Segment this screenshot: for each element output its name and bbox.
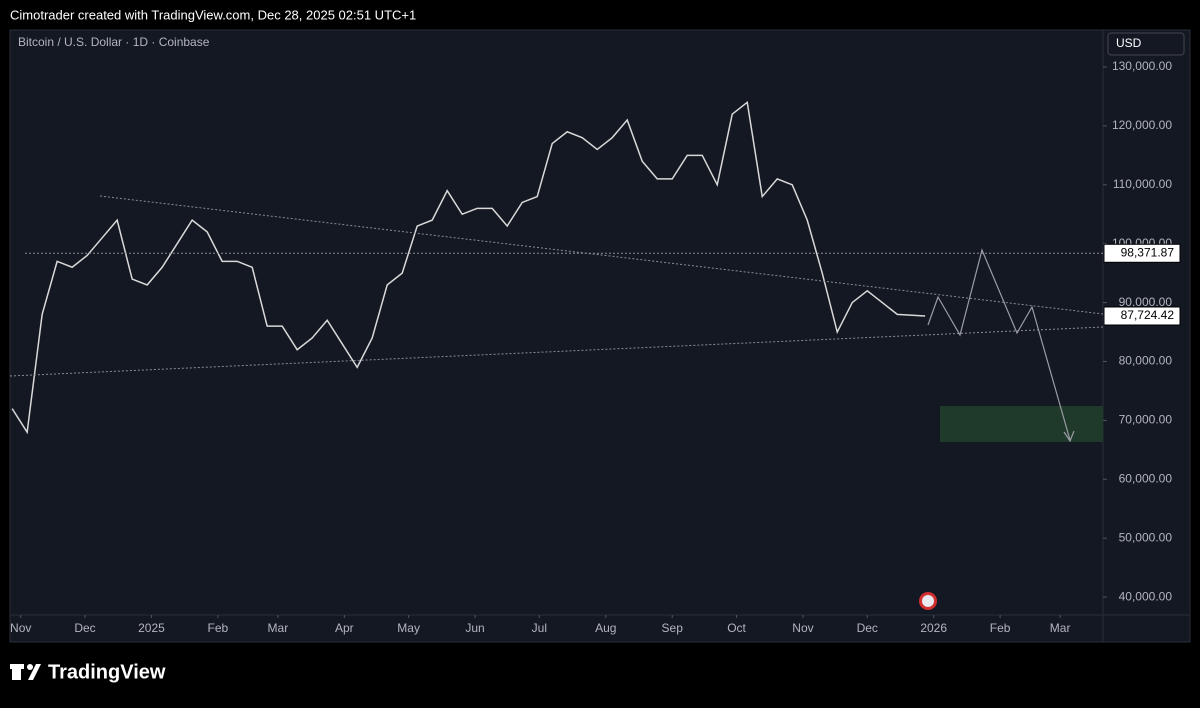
trend-line <box>99 195 1104 315</box>
x-tick-label: Sep <box>662 621 684 635</box>
x-tick-label: May <box>397 621 420 635</box>
x-tick-label: Aug <box>595 621 616 635</box>
y-tick-label: 60,000.00 <box>1119 471 1173 485</box>
price-label-box <box>1103 306 1181 326</box>
y-tick-label: 50,000.00 <box>1119 530 1173 544</box>
footer-brand: TradingView <box>48 661 166 683</box>
y-tick-label: 110,000.00 <box>1113 177 1172 191</box>
drawings <box>9 195 1104 443</box>
chart-title: Bitcoin / U.S. Dollar · 1D · Coinbase <box>18 35 210 49</box>
currency[interactable]: USD <box>1116 36 1142 50</box>
price-label: 98,371.87 <box>1121 245 1175 259</box>
x-tick-label: Mar <box>1050 621 1071 635</box>
x-tick-label: Mar <box>268 621 289 635</box>
price-line <box>11 100 926 435</box>
chart-panel <box>9 29 1191 643</box>
price-label: 87,724.42 <box>1121 308 1175 322</box>
y-tick-label: 120,000.00 <box>1112 118 1172 132</box>
y-tick-label: 90,000.00 <box>1119 295 1173 309</box>
logo: TradingView <box>10 661 166 683</box>
x-tick-label: Dec <box>74 621 95 635</box>
x-tick-label: Feb <box>208 621 229 635</box>
y-tick-label: 70,000.00 <box>1119 413 1173 427</box>
x-tick-label: Oct <box>727 621 746 635</box>
y-tick-label: 80,000.00 <box>1119 354 1173 368</box>
y-tick-label: 130,000.00 <box>1112 59 1172 73</box>
y-tick-label: 40,000.00 <box>1119 589 1173 603</box>
x-tick-label: Nov <box>10 621 31 635</box>
logo-mark <box>27 664 33 670</box>
x-tick-label: 2025 <box>138 621 165 635</box>
projection-path <box>927 248 1071 441</box>
x-tick-label: 2026 <box>920 621 947 635</box>
projection-arrow <box>1063 430 1075 443</box>
x-tick-label: Feb <box>990 621 1011 635</box>
event-icon-flag[interactable] <box>922 595 934 607</box>
logo-mark <box>12 664 21 680</box>
x-tick-label: Apr <box>335 621 354 635</box>
header: Cimotrader created with TradingView.com,… <box>10 7 416 22</box>
logo-mark <box>28 664 41 680</box>
currency-button[interactable] <box>1107 32 1185 56</box>
x-tick-label: Nov <box>792 621 813 635</box>
price-label-box <box>1103 243 1181 263</box>
x-tick-label: Jul <box>532 621 547 635</box>
x-tick-label: Jun <box>465 621 484 635</box>
x-tick-label: Dec <box>857 621 878 635</box>
logo-mark <box>10 664 24 669</box>
target-zone <box>940 406 1103 442</box>
